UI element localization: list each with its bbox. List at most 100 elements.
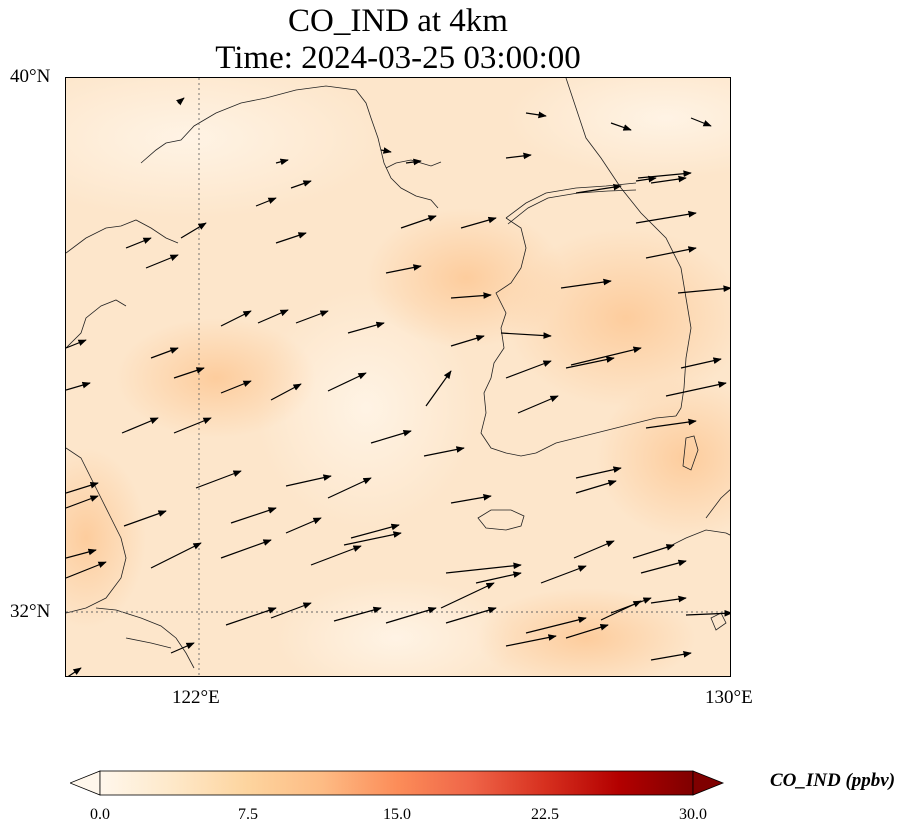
wind-arrow [275,232,307,244]
wind-arrow [445,562,522,574]
wind-arrow [505,634,557,647]
wind-arrow [525,111,547,119]
wind-arrow [270,383,302,401]
wind-arrow [573,540,615,559]
wind-arrow [575,183,622,194]
wind-arrow [220,380,252,394]
wind-arrow [650,595,687,604]
map-panel [65,77,731,677]
wind-arrow [123,510,167,527]
colorbar-tick-label: 30.0 [679,806,707,823]
wind-arrow [380,147,392,154]
wind-arrow [450,493,492,504]
wind-arrow [150,542,202,569]
wind-arrow [405,158,422,166]
wind-arrow [575,479,617,494]
wind-arrow [220,310,252,327]
wind-arrow [665,381,727,397]
wind-arrow [66,548,97,559]
wind-arrow [637,170,692,179]
lat-tick-label: 40°N [10,66,51,87]
wind-arrow [635,210,697,224]
lon-tick-label: 122°E [172,687,220,708]
wind-arrow [150,347,179,359]
gridlines [66,78,730,676]
wind-arrow [423,446,465,457]
wind-arrow [475,571,522,584]
wind-arrow [255,197,277,207]
lat-tick-label: 32°N [10,601,51,622]
wind-arrow [505,360,552,379]
wind-arrow [225,607,277,626]
wind-arrow [445,606,497,624]
wind-arrow [525,616,587,634]
map-subtitle-time: Time: 2024-03-25 03:00:00 [215,40,581,76]
wind-arrow [570,346,642,366]
wind-vector-field [66,97,730,676]
wind-arrow [500,332,552,339]
wind-arrow [370,429,412,444]
wind-arrow [270,602,312,619]
colorbar-tick-label: 15.0 [383,806,411,823]
wind-arrow [632,544,675,559]
wind-arrow [385,606,437,624]
wind-arrow [680,357,722,369]
wind-arrow [690,117,712,127]
wind-arrow [173,417,212,434]
wind-arrow [275,158,289,166]
wind-arrow [347,321,385,334]
wind-arrow [327,477,372,499]
wind-arrow [125,237,152,249]
colorbar-label: CO_IND (ppbv) [770,770,896,791]
wind-arrow [450,334,485,347]
wind-arrow [640,559,687,574]
wind-arrow [565,624,609,639]
wind-arrow [400,215,437,229]
wind-arrow [285,517,322,534]
wind-arrow [310,545,362,566]
wind-arrow [145,254,179,269]
wind-arrow [180,222,207,239]
colorbar-tick-label: 0.0 [90,806,110,823]
wind-arrow [121,417,159,434]
wind-arrow [195,470,242,489]
wind-arrow [635,175,657,183]
wind-arrow [327,372,367,392]
map-canvas [66,78,730,676]
wind-arrow [66,495,99,509]
wind-arrow [295,310,329,324]
wind-arrow [350,523,400,539]
lon-tick-label: 130°E [705,687,753,708]
wind-arrow [450,292,492,299]
wind-arrow [650,650,692,661]
wind-arrow [565,356,615,369]
colorbar-extend-max [692,770,725,796]
wind-arrow [540,565,587,584]
wind-arrow [173,367,205,379]
colorbar-extend-min [70,770,101,796]
wind-arrow [333,606,382,622]
colorbar [70,770,725,796]
wind-arrow [560,278,612,289]
wind-arrow [66,339,87,349]
wind-arrow [440,582,495,609]
wind-arrow [645,246,697,259]
wind-arrow [66,381,91,391]
wind-arrow [677,285,730,294]
wind-arrow [67,667,82,676]
wind-arrow [645,418,697,429]
wind-arrow [650,175,687,184]
wind-arrow [425,370,452,407]
wind-arrow [285,474,332,487]
map-title: CO_IND at 4km [288,3,508,39]
wind-arrow [505,152,532,160]
wind-arrow [66,482,99,494]
wind-arrow [257,309,289,324]
wind-arrow [575,466,622,479]
wind-arrow [610,597,652,614]
wind-arrow [385,264,422,274]
colorbar-tick-label: 7.5 [238,806,258,823]
wind-arrow [517,395,559,414]
wind-arrow [170,642,195,654]
wind-arrow [176,97,185,106]
